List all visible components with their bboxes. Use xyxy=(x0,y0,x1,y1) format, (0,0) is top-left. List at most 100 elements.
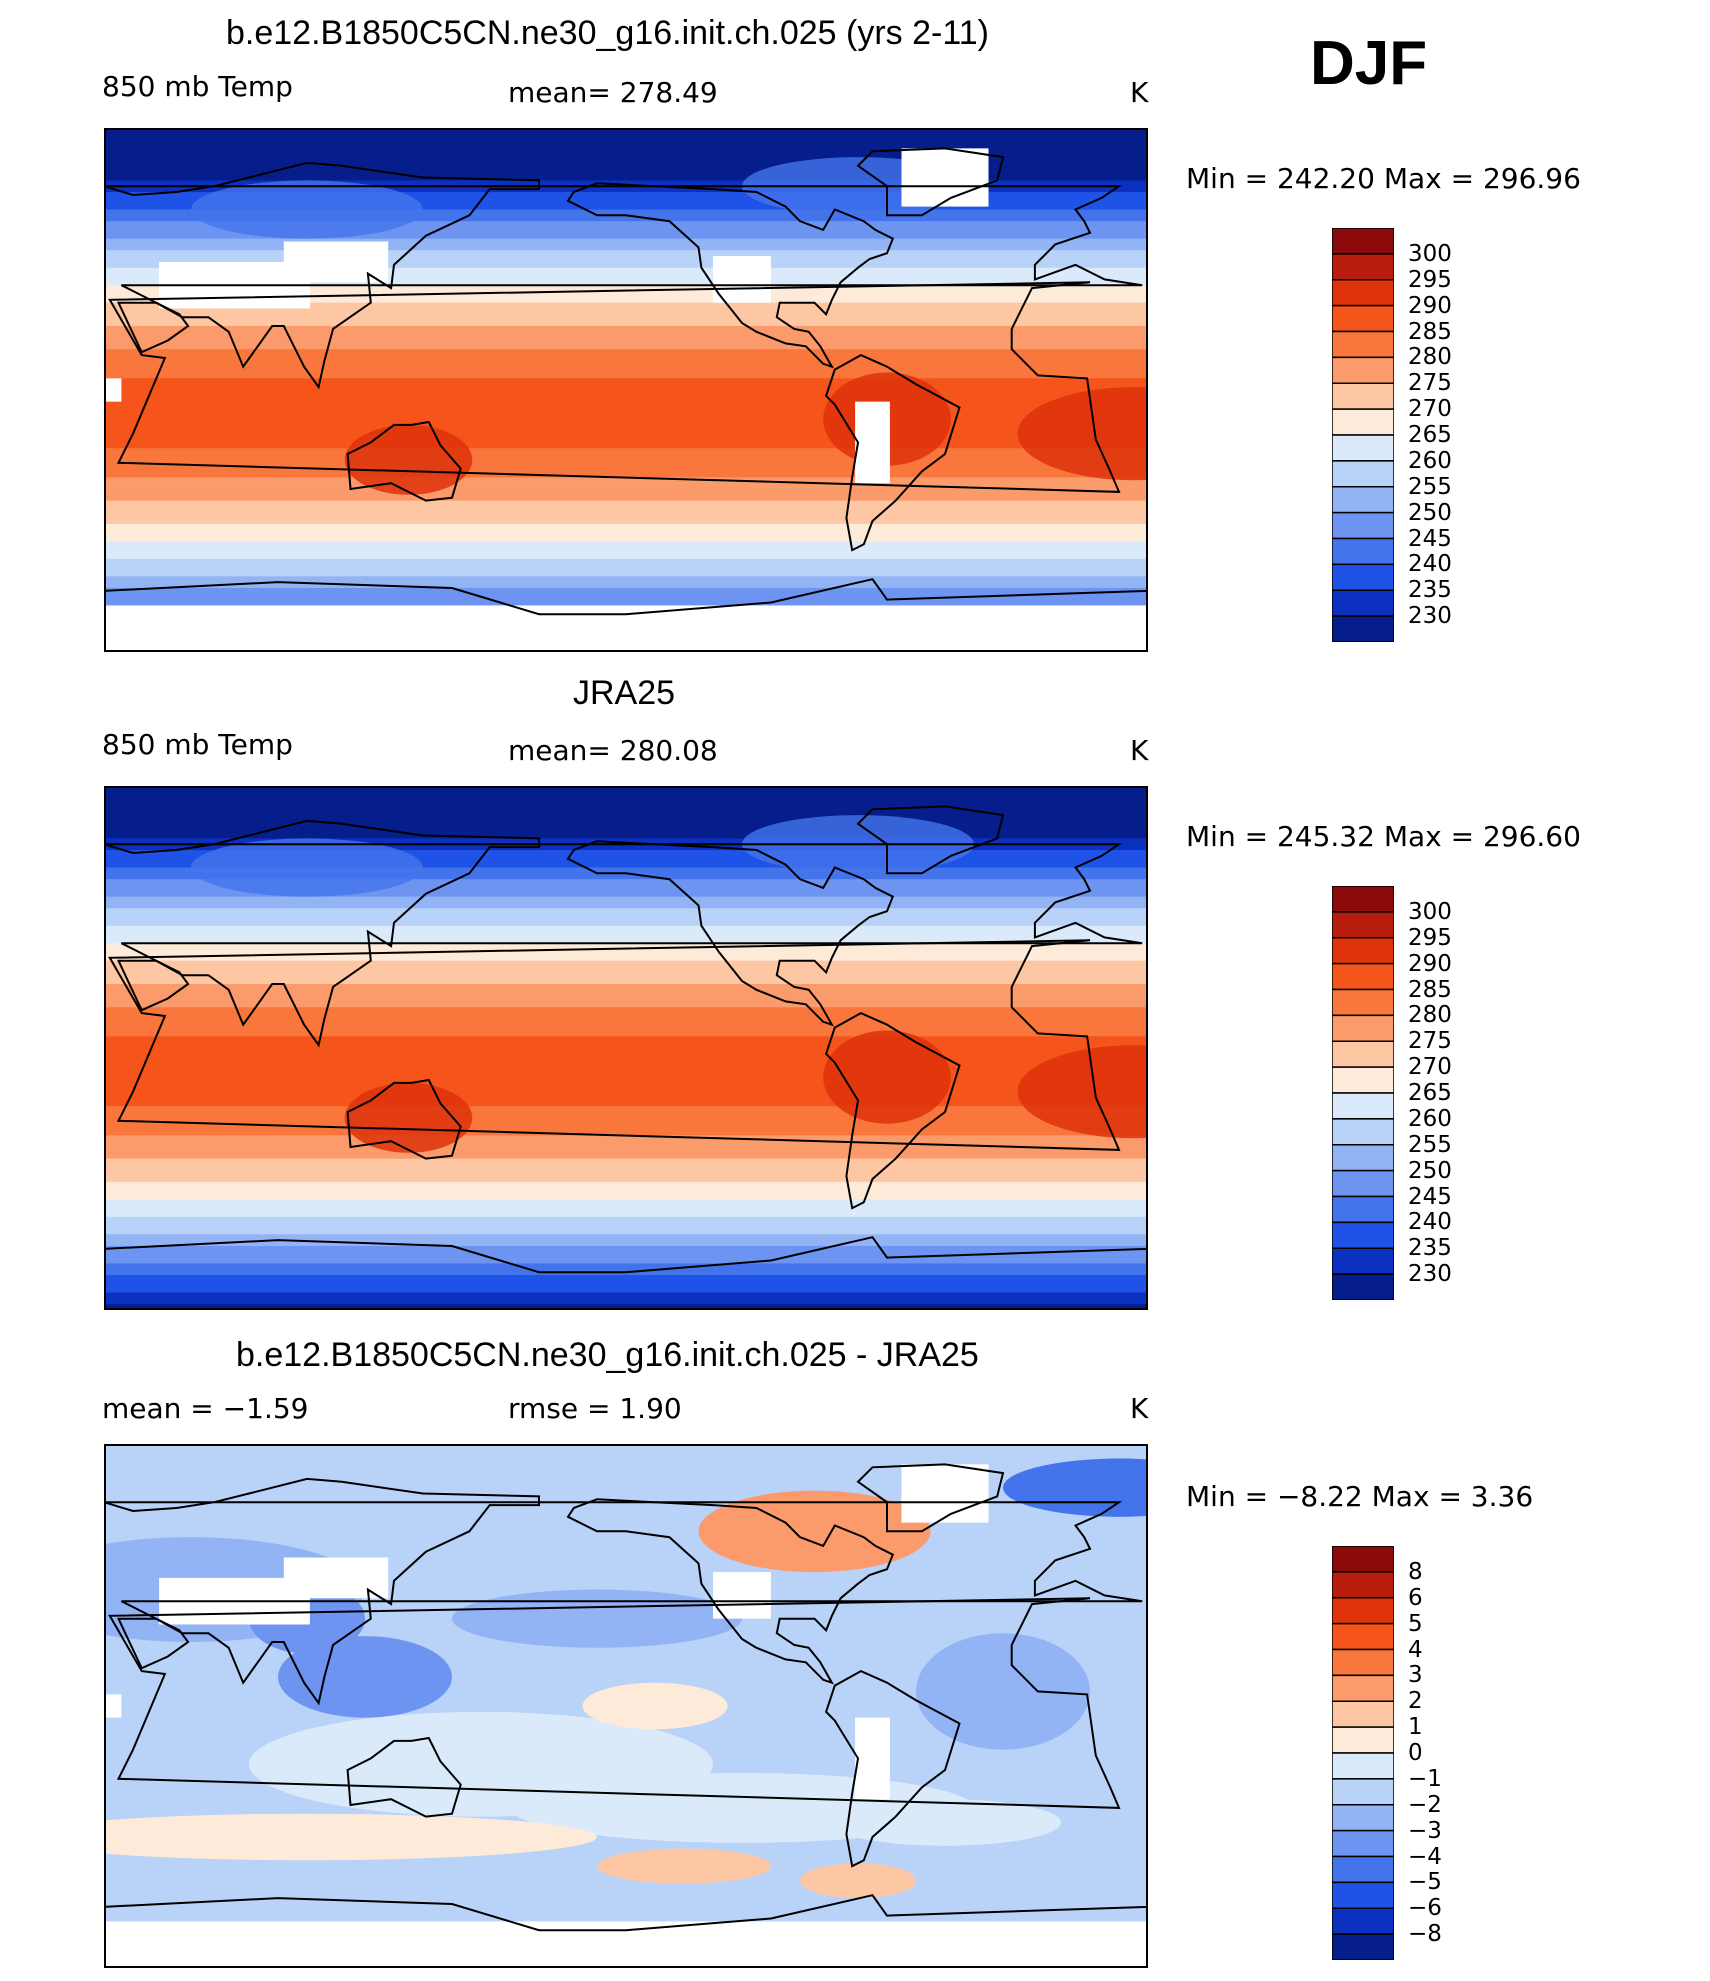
field-band xyxy=(104,250,1148,257)
field-band xyxy=(104,215,1148,222)
panel-units-label: K xyxy=(1130,76,1149,109)
field-band xyxy=(104,1024,1148,1032)
field-band xyxy=(104,1176,1148,1183)
field-band xyxy=(104,325,1148,333)
colorbar-tick-label: 300 xyxy=(1408,240,1452,267)
colorbar-tick-label: −6 xyxy=(1408,1895,1442,1922)
field-band xyxy=(104,855,1148,863)
panel-mean-label: mean= 278.49 xyxy=(508,76,718,109)
field-band xyxy=(104,861,1148,869)
field-band xyxy=(104,1251,1148,1259)
colorbar-swatch xyxy=(1332,1014,1394,1042)
colorbar-swatch xyxy=(1332,330,1394,359)
field-band xyxy=(104,1199,1148,1206)
panel-units-label: K xyxy=(1130,1392,1149,1425)
panel-minmax-label: Min = 245.32 Max = 296.60 xyxy=(1186,820,1581,853)
field-band xyxy=(104,1013,1148,1020)
field-band xyxy=(104,791,1148,799)
field-band xyxy=(104,995,1148,1002)
field-band xyxy=(104,815,1148,822)
field-anomaly xyxy=(829,1799,1061,1846)
coastline xyxy=(824,1011,961,1210)
coastline xyxy=(108,281,1121,493)
colorbar-tick-label: 260 xyxy=(1408,447,1452,474)
field-band xyxy=(104,133,1148,141)
colorbar-tick-label: 6 xyxy=(1408,1584,1423,1611)
coastline xyxy=(566,1498,895,1685)
colorbar-swatch xyxy=(1332,382,1394,410)
field-band xyxy=(104,1181,1148,1189)
field-band xyxy=(104,494,1148,502)
colorbar-swatch xyxy=(1332,1622,1394,1651)
field-band xyxy=(104,320,1148,327)
colorbar-swatch xyxy=(1332,1169,1394,1198)
field-band xyxy=(104,925,1148,933)
map-model-850mb-temp xyxy=(104,128,1148,652)
colorbar-tick-label: 8 xyxy=(1408,1558,1423,1585)
mask-region xyxy=(855,401,890,484)
colorbar-tick-label: 290 xyxy=(1408,292,1452,319)
colorbar-tick-label: 4 xyxy=(1408,1636,1423,1663)
coastline xyxy=(566,182,895,369)
field-band xyxy=(104,1286,1148,1294)
field-band xyxy=(104,477,1148,484)
colorbar-swatch xyxy=(1332,1804,1394,1832)
field-band xyxy=(104,1106,1148,1113)
field-band xyxy=(104,1007,1148,1014)
field-band xyxy=(104,331,1148,339)
field-band xyxy=(104,157,1148,164)
field-anomaly xyxy=(278,1636,452,1718)
colorbar-swatch xyxy=(1332,1933,1394,1960)
colorbar-tick-label: −1 xyxy=(1408,1765,1442,1792)
field-band xyxy=(104,966,1148,973)
colorbar-tick-label: 275 xyxy=(1408,370,1452,397)
field-band xyxy=(104,1234,1148,1241)
field-band xyxy=(104,873,1148,880)
colorbar-swatch xyxy=(1332,1040,1394,1068)
mask-antarctica xyxy=(104,605,1148,652)
colorbar-tick-label: 240 xyxy=(1408,1209,1452,1236)
field-band xyxy=(104,174,1148,181)
field-band xyxy=(104,949,1148,956)
field-band xyxy=(104,465,1148,473)
field-band xyxy=(104,1065,1148,1072)
colorbar-swatch xyxy=(1332,408,1394,436)
field-band xyxy=(104,413,1148,420)
field-band xyxy=(104,360,1148,368)
colorbar-swatch xyxy=(1332,511,1394,540)
field-band xyxy=(104,541,1148,548)
coastline xyxy=(104,819,1143,1048)
field-band xyxy=(104,337,1148,344)
colorbar-swatch xyxy=(1332,1829,1394,1858)
colorbar-obs xyxy=(1332,886,1394,1300)
field-band xyxy=(104,518,1148,525)
panel-variable-label: 850 mb Temp xyxy=(102,728,293,761)
field-warm-core xyxy=(1017,387,1148,481)
colorbar-tick-label: 290 xyxy=(1408,950,1452,977)
field-band xyxy=(104,407,1148,414)
field-band xyxy=(104,395,1148,403)
field-band xyxy=(104,983,1148,991)
field-band xyxy=(104,844,1148,851)
field-band xyxy=(104,797,1148,804)
colorbar-swatch xyxy=(1332,1571,1394,1599)
field-band xyxy=(104,209,1148,216)
coastline xyxy=(116,1617,190,1670)
field-band xyxy=(104,820,1148,828)
colorbar-tick-label: 260 xyxy=(1408,1105,1452,1132)
field-band xyxy=(104,471,1148,478)
colorbar-swatch xyxy=(1332,1092,1394,1120)
colorbar-swatch xyxy=(1332,1221,1394,1249)
mask-greenland xyxy=(901,148,989,207)
field-band xyxy=(104,978,1148,985)
field-band xyxy=(104,145,1148,152)
colorbar-swatch xyxy=(1332,356,1394,384)
colorbar-diff xyxy=(1332,1546,1394,1960)
colorbar-swatch xyxy=(1332,589,1394,617)
field-band xyxy=(104,226,1148,234)
field-warm-core xyxy=(1017,1045,1148,1139)
colorbar-tick-label: 235 xyxy=(1408,577,1452,604)
coastline xyxy=(346,1078,462,1160)
colorbar-tick-label: 275 xyxy=(1408,1028,1452,1055)
field-band xyxy=(104,366,1148,374)
